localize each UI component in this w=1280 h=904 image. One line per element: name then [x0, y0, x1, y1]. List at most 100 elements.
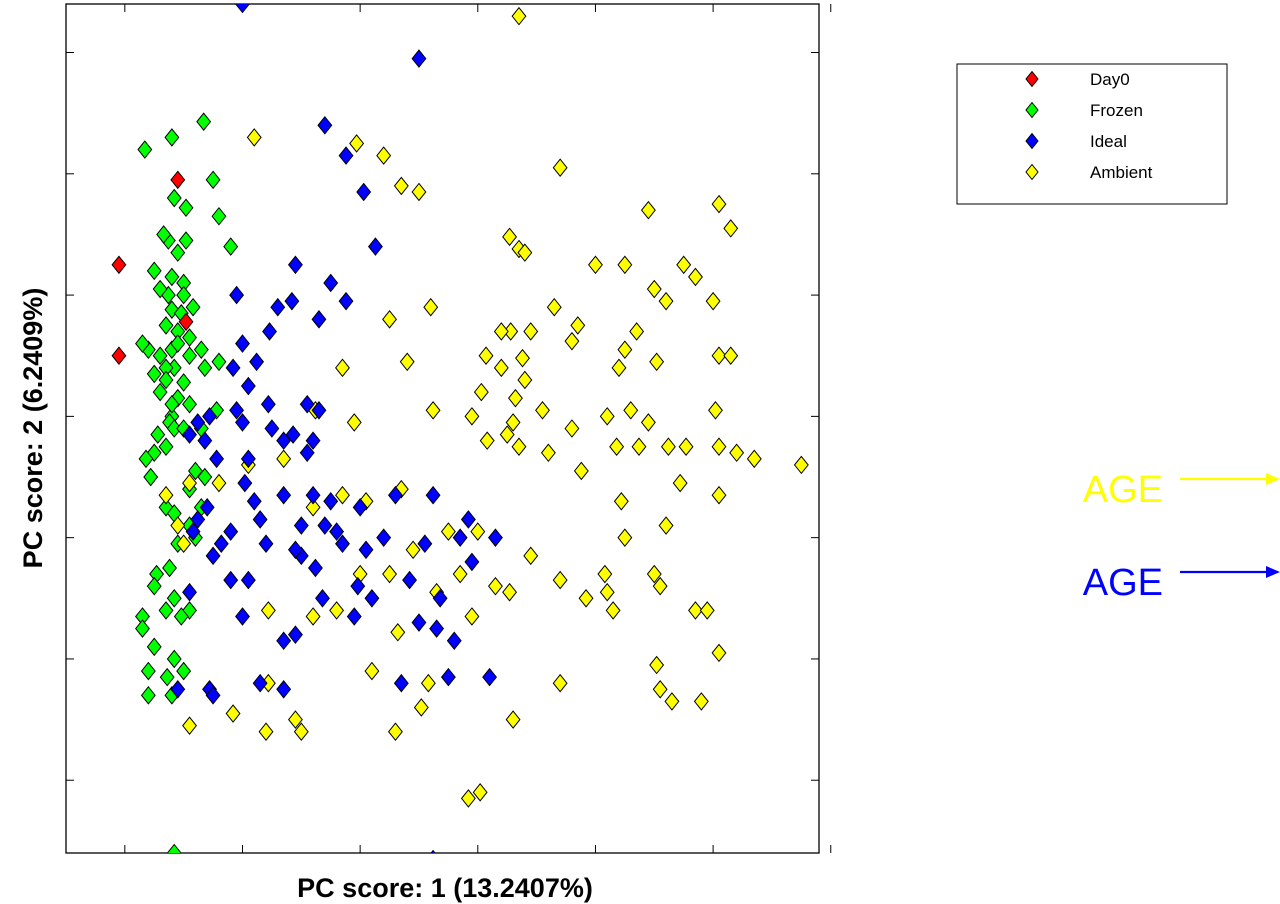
ideal-point-27	[299, 443, 315, 463]
ambient-point-41	[511, 437, 527, 456]
frozen-point-69	[211, 206, 227, 226]
ambient-point-15	[676, 255, 692, 275]
ambient-point-3	[376, 146, 392, 165]
ambient-point-73	[693, 692, 709, 711]
ambient-point-123	[225, 704, 241, 723]
ambient-point-124	[182, 716, 197, 735]
ambient-point-14	[617, 255, 633, 275]
legend-marker-frozen	[1025, 101, 1039, 119]
ideal-point-17	[240, 376, 256, 396]
ambient-point-33	[493, 322, 509, 341]
age-arrowhead-blue-icon	[1266, 566, 1280, 578]
ambient-point-77	[578, 588, 594, 608]
ideal-point-62	[432, 588, 448, 608]
ambient-point-21	[423, 297, 439, 317]
ideal-point-16	[225, 358, 241, 378]
ideal-point-85	[235, 607, 250, 626]
ambient-point-117	[425, 401, 441, 420]
ideal-point-73	[411, 613, 427, 632]
ambient-point-70	[649, 655, 665, 675]
y-axis-label: PC score: 2 (6.2409%)	[18, 288, 48, 569]
frozen-point-20	[135, 334, 150, 353]
ambient-point-85	[387, 722, 403, 742]
age-label-blue: AGE	[1083, 562, 1163, 604]
ambient-point-82	[464, 607, 480, 626]
ambient-point-99	[405, 540, 421, 560]
ambient-point-61	[617, 528, 633, 547]
ambient-point-27	[629, 322, 645, 341]
frozen-point-77	[178, 231, 194, 250]
ambient-point-35	[493, 358, 509, 378]
ambient-point-63	[599, 582, 615, 602]
ideal-point-50	[258, 534, 274, 554]
ambient-point-4	[552, 158, 568, 178]
ambient-point-32	[723, 346, 739, 366]
ambient-point-118	[464, 407, 480, 426]
ambient-point-44	[564, 419, 580, 438]
frozen-point-63	[159, 667, 175, 687]
ideal-point-51	[240, 570, 256, 590]
ambient-point-20	[546, 297, 562, 317]
ideal-point-20	[235, 413, 250, 432]
ideal-point-72	[276, 631, 292, 651]
ambient-point-47	[609, 437, 625, 456]
frozen-point-71	[197, 358, 213, 378]
ambient-point-74	[573, 461, 589, 481]
ambient-point-86	[472, 783, 488, 802]
ambient-point-51	[678, 437, 694, 456]
ideal-point-45	[329, 522, 345, 541]
ideal-point-34	[237, 473, 253, 493]
frozen-point-1	[164, 128, 180, 147]
frozen-point-28	[152, 382, 168, 402]
ambient-point-43	[540, 443, 556, 463]
ambient-point-0	[511, 6, 527, 26]
ideal-point-39	[223, 522, 239, 541]
ideal-point-77	[393, 673, 409, 693]
ambient-point-9	[723, 219, 739, 238]
ideal-point-24	[285, 425, 301, 444]
frozen-point-15	[176, 285, 192, 305]
ambient-point-12	[517, 243, 533, 262]
ideal-point-81	[170, 679, 186, 699]
ideal-point-11	[270, 297, 286, 317]
ideal-point-63	[452, 528, 468, 547]
ambient-point-8	[711, 194, 727, 214]
ambient-point-49	[640, 413, 656, 432]
ambient-point-121	[258, 722, 274, 742]
ambient-point-78	[452, 564, 468, 584]
ambient-point-116	[399, 352, 415, 372]
ambient-point-1	[246, 128, 262, 147]
ambient-point-75	[523, 546, 539, 566]
age-label-yellow: AGE	[1083, 469, 1163, 511]
frozen-point-40	[143, 467, 159, 487]
frozen-point-22	[146, 364, 162, 384]
legend: Day0 Frozen Ideal Ambient	[956, 63, 1228, 205]
frozen-point-9	[170, 243, 186, 262]
ideal-point-53	[205, 546, 221, 566]
frozen-point-57	[166, 588, 182, 608]
legend-marker-ideal	[1025, 132, 1039, 150]
frozen-point-74	[170, 334, 186, 353]
ideal-point-66	[417, 534, 433, 554]
ideal-point-87	[317, 516, 333, 535]
ideal-point-57	[460, 510, 476, 529]
ideal-point-44	[323, 491, 339, 511]
frozen-point-59	[166, 649, 182, 669]
ambient-point-96	[329, 601, 345, 620]
ideal-point-64	[488, 528, 503, 547]
frozen-point-73	[209, 401, 225, 420]
ambient-point-26	[564, 331, 580, 351]
frozen-point-24	[193, 340, 209, 359]
frozen-point-68	[205, 170, 221, 190]
ideal-point-5	[287, 255, 303, 275]
ambient-point-6	[411, 182, 427, 202]
ambient-point-119	[517, 370, 533, 390]
frozen-point-12	[164, 267, 180, 287]
ambient-point-30	[649, 352, 665, 372]
ambient-point-19	[705, 291, 721, 311]
ideal-point-68	[350, 576, 366, 596]
ideal-point-33	[182, 425, 197, 444]
day0-point-0	[111, 346, 127, 366]
ideal-point-56	[425, 485, 441, 505]
